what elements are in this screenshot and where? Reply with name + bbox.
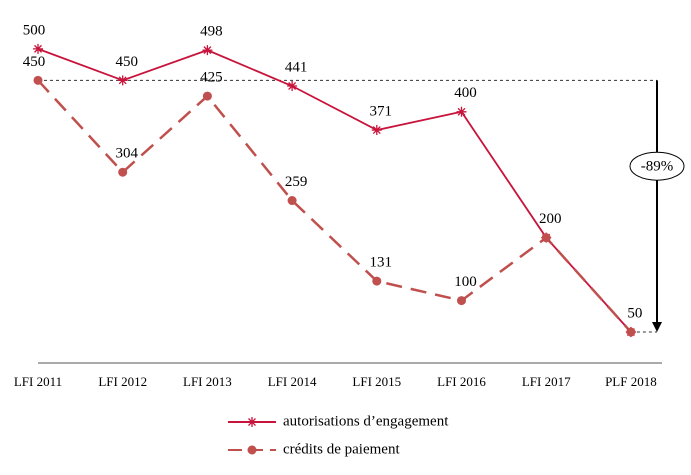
x-tick-label: LFI 2017 bbox=[522, 374, 571, 389]
x-tick-label: LFI 2014 bbox=[268, 374, 317, 389]
x-tick-label: PLF 2018 bbox=[605, 374, 657, 389]
series-line bbox=[37, 79, 632, 333]
data-label: 371 bbox=[370, 103, 393, 119]
point bbox=[626, 327, 636, 337]
point bbox=[118, 167, 128, 177]
legend-marker bbox=[247, 445, 257, 455]
data-label: 100 bbox=[454, 274, 477, 290]
point bbox=[287, 81, 298, 92]
point bbox=[541, 233, 551, 243]
point bbox=[117, 75, 128, 86]
legend-label: crédits de paiement bbox=[283, 441, 400, 457]
annotation: -89% bbox=[641, 159, 674, 175]
point bbox=[287, 196, 297, 206]
x-tick-label: LFI 2013 bbox=[183, 374, 232, 389]
data-label: 500 bbox=[23, 22, 46, 38]
data-label: 498 bbox=[200, 24, 223, 40]
x-tick-label: LFI 2012 bbox=[98, 374, 147, 389]
x-tick-label: LFI 2015 bbox=[352, 374, 401, 389]
arrow-head bbox=[652, 322, 662, 333]
point bbox=[457, 296, 466, 306]
legend-label: autorisations d’engagement bbox=[283, 413, 449, 429]
point bbox=[33, 75, 43, 85]
point bbox=[33, 43, 43, 54]
data-label: 450 bbox=[23, 54, 46, 70]
data-label: 131 bbox=[370, 255, 393, 271]
data-label: 450 bbox=[115, 54, 138, 70]
point bbox=[202, 91, 212, 101]
point bbox=[372, 276, 382, 286]
x-tick-label: LFI 2011 bbox=[14, 374, 62, 389]
data-label: 304 bbox=[115, 146, 138, 162]
x-tick-label: LFI 2016 bbox=[437, 374, 486, 389]
point bbox=[371, 125, 382, 136]
point bbox=[456, 106, 467, 117]
data-label: 50 bbox=[627, 305, 642, 321]
series-line bbox=[37, 48, 632, 333]
data-label: 441 bbox=[285, 59, 308, 75]
data-label: 400 bbox=[454, 85, 477, 101]
data-label: 425 bbox=[200, 70, 223, 86]
point bbox=[202, 45, 213, 56]
data-label: 259 bbox=[285, 174, 308, 190]
data-label: 200 bbox=[539, 211, 562, 227]
legend-marker bbox=[247, 417, 257, 427]
annotation-box bbox=[629, 151, 685, 181]
